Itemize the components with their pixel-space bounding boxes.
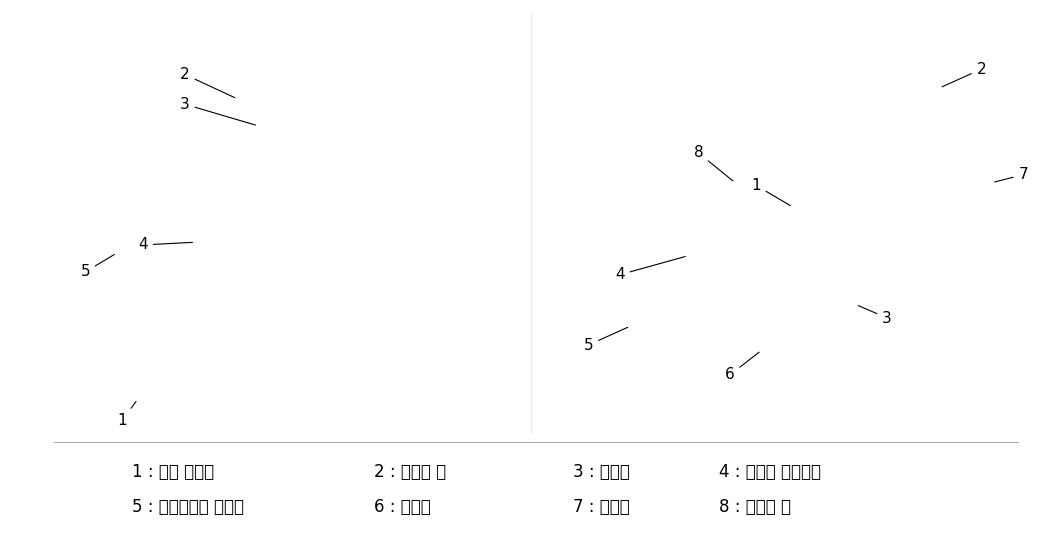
Text: 5: 5 [583, 327, 627, 353]
Text: 2: 2 [942, 61, 986, 87]
Text: 1: 1 [117, 401, 136, 428]
Text: 2 : 기준판 홈: 2 : 기준판 홈 [373, 463, 446, 481]
Text: 6 : 베어링: 6 : 베어링 [373, 498, 430, 516]
Text: 2: 2 [180, 67, 234, 97]
Text: 4 : 헬리컵 스플라인: 4 : 헬리컵 스플라인 [720, 463, 822, 481]
Text: 5: 5 [81, 255, 115, 280]
Text: 4: 4 [138, 237, 192, 252]
Text: 3 : 회전판: 3 : 회전판 [573, 463, 630, 481]
Text: 8 : 회전판 홈: 8 : 회전판 홈 [720, 498, 791, 516]
Text: 8: 8 [694, 145, 733, 181]
Text: 7 : 기준판: 7 : 기준판 [573, 498, 630, 516]
Text: 1 : 폸리 중심축: 1 : 폸리 중심축 [132, 463, 214, 481]
Text: 7: 7 [994, 167, 1028, 182]
Text: 5 : 시프트포코 슬리브: 5 : 시프트포코 슬리브 [132, 498, 245, 516]
Text: 3: 3 [859, 306, 892, 325]
Text: 1: 1 [751, 178, 790, 206]
Text: 4: 4 [615, 257, 685, 282]
Text: 6: 6 [725, 352, 759, 382]
Text: 3: 3 [180, 97, 255, 125]
